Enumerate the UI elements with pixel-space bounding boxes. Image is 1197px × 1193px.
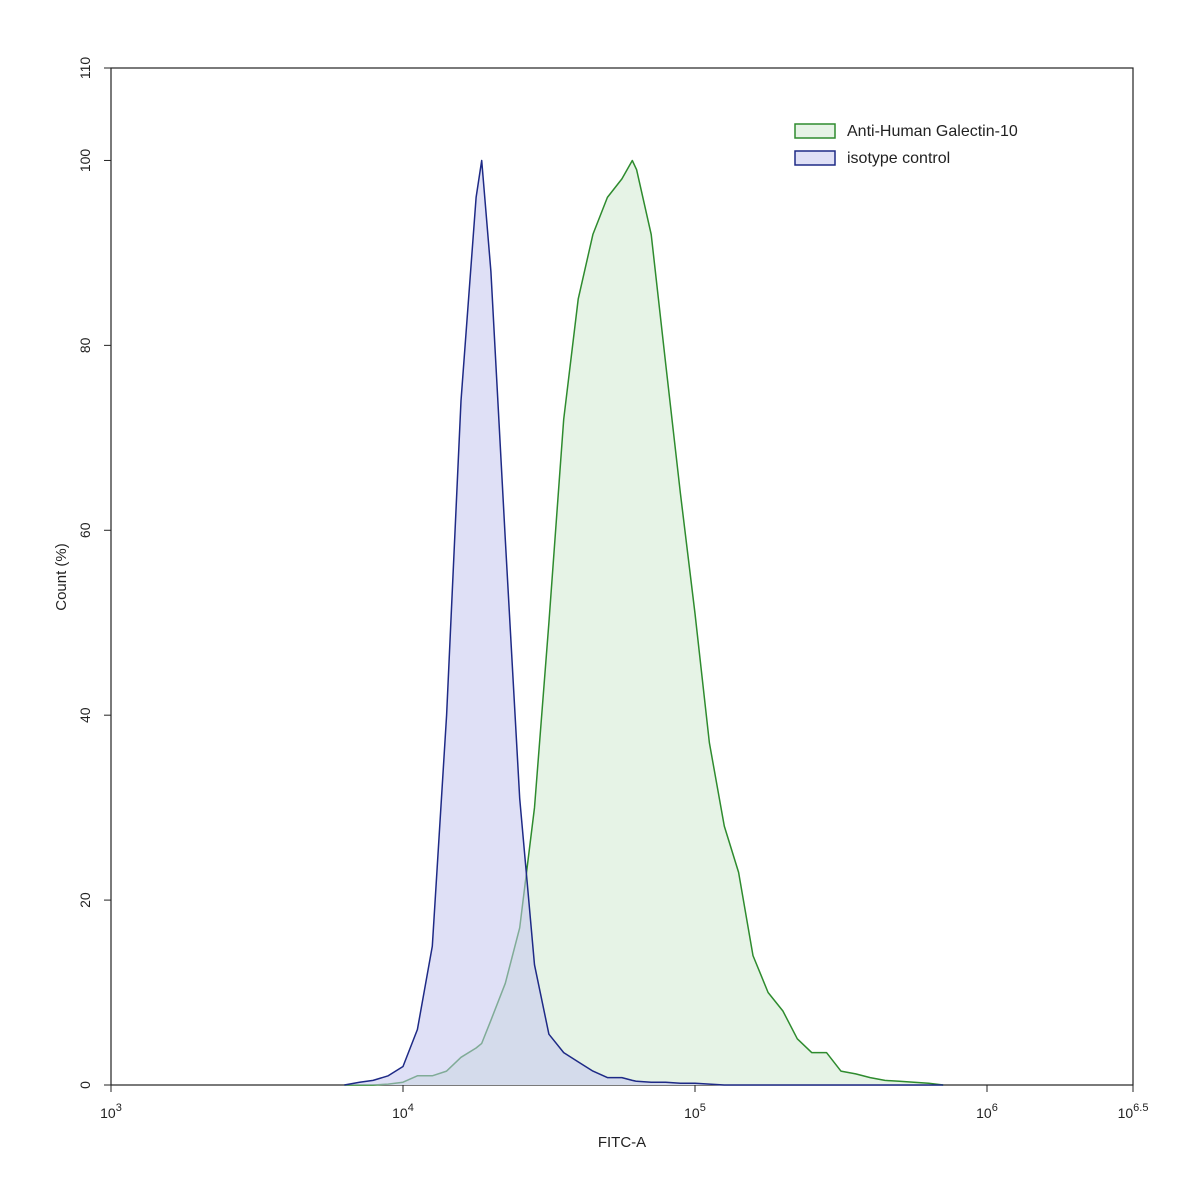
x-tick-base: 10	[684, 1105, 700, 1121]
x-tick-base: 10	[976, 1105, 992, 1121]
x-tick-label: 106	[976, 1102, 998, 1121]
x-tick-base: 10	[392, 1105, 408, 1121]
y-tick-label: 80	[77, 337, 93, 353]
y-axis-label: Count (%)	[53, 543, 70, 611]
x-axis-label: FITC-A	[598, 1134, 646, 1151]
y-tick-label: 40	[77, 707, 93, 723]
x-tick-label: 106.5	[1118, 1102, 1149, 1121]
y-tick-label: 100	[77, 149, 93, 173]
area-fill	[344, 160, 944, 1085]
x-tick-label: 104	[392, 1102, 414, 1121]
series-line	[344, 159, 944, 1086]
x-tick-label: 103	[100, 1102, 122, 1121]
x-tick-base: 10	[1118, 1105, 1134, 1121]
x-tick-exponent: 4	[408, 1102, 414, 1114]
area-fill	[344, 160, 944, 1085]
x-tick-exponent: 6	[992, 1102, 998, 1114]
x-tick-exponent: 6.5	[1133, 1102, 1148, 1114]
legend-label: Anti-Human Galectin-10	[847, 123, 1018, 140]
x-tick-exponent: 3	[116, 1102, 122, 1114]
x-tick-label: 105	[684, 1102, 706, 1121]
y-tick-label: 0	[77, 1081, 93, 1089]
legend-swatch	[794, 150, 836, 166]
legend-label: isotype control	[847, 150, 950, 167]
legend-swatch	[794, 123, 836, 139]
y-tick-label: 20	[77, 892, 93, 908]
x-tick-exponent: 5	[700, 1102, 706, 1114]
y-tick-label: 60	[77, 522, 93, 538]
y-tick-label: 110	[77, 57, 93, 80]
x-tick-base: 10	[100, 1105, 116, 1121]
